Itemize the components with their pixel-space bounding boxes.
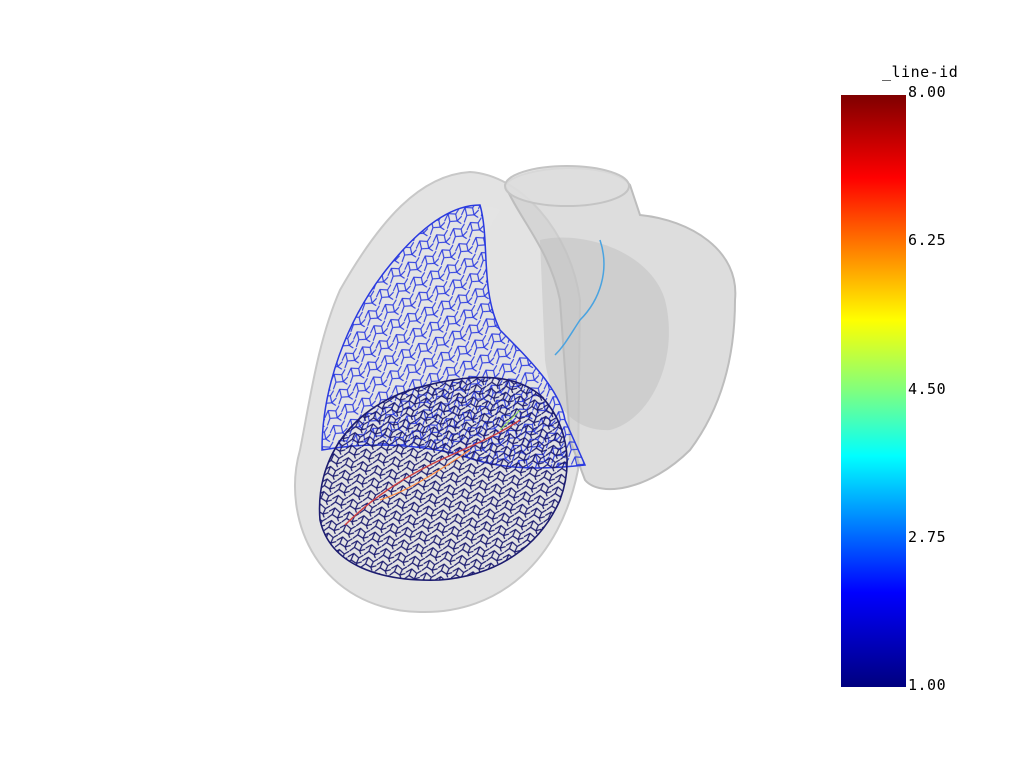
purkinje-mesh-lower [318,376,568,581]
colorbar-tick: 6.25 [908,231,947,249]
colorbar-tick-max: 8.00 [908,83,947,101]
colorbar-tick: 2.75 [908,528,947,546]
colorbar-gradient [841,95,906,687]
colorbar-tick: 4.50 [908,380,947,398]
colorbar-tick-min: 1.00 [908,676,947,694]
colorbar-title: _line-id [882,63,959,81]
